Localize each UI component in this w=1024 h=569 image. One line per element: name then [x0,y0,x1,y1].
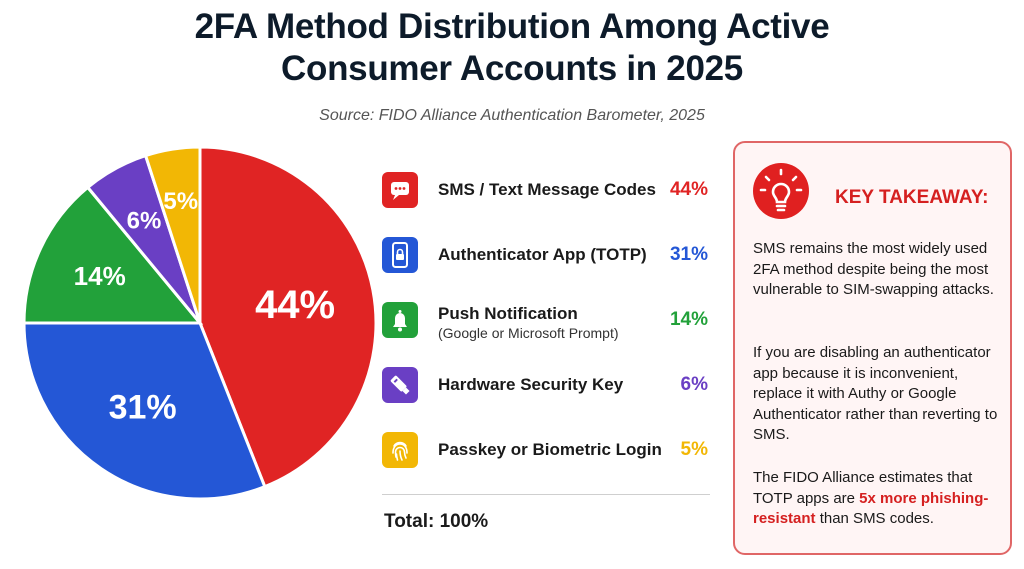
legend-label: Hardware Security Key [438,375,624,394]
takeaway-p3-highlight: 5x more phishing-resistant [753,489,989,528]
legend-item: Hardware Security Key 6% [382,363,712,407]
pie-slice-label-2: 31% [109,388,177,426]
pie-slice-label-3: 14% [74,261,126,291]
takeaway-paragraph-3: The FIDO Alliance estimates that TOTP ap… [753,468,1003,530]
chart-title-line2: Consumer Accounts in 2025 [281,49,743,88]
legend-percentage: 6% [680,374,708,395]
pie-slice-label-4: 6% [127,208,162,235]
pie-slice-2 [22,321,267,501]
legend-item: SMS / Text Message Codes 44% [382,168,712,212]
legend-label: Authenticator App (TOTP) [438,245,647,264]
pie-slice-label-5: 5% [163,188,198,215]
takeaway-p3-after: than SMS codes. [815,510,934,527]
fingerprint-icon [382,432,418,468]
legend-divider [382,494,710,495]
key-takeaway-heading: KEY TAKEAWAY: [835,187,989,208]
legend-label: Push Notification [438,304,578,323]
pie-slice-5 [143,145,202,324]
phone-lock-icon [382,237,418,273]
legend-item: Passkey or Biometric Login 5% [382,428,712,472]
pie-slice-label-1: 44% [255,283,335,327]
legend-percentage: 14% [669,309,708,330]
legend-sublabel: (Google or Microsoft Prompt) [438,325,619,341]
chart-subtitle: Source: FIDO Alliance Authentication Bar… [319,107,705,124]
total-label: Total: 100% [384,511,489,532]
takeaway-paragraph-1: SMS remains the most widely used 2FA met… [753,240,994,298]
legend-percentage: 31% [669,244,708,265]
bell-icon [382,302,418,338]
legend-item: Push Notification (Google or Microsoft Pr… [382,298,712,342]
legend-item: Authenticator App (TOTP) 31% [382,233,712,277]
legend-percentage: 44% [669,179,708,200]
legend-label: SMS / Text Message Codes [438,180,656,199]
pie-slice-3 [22,185,204,325]
pie-slice-1 [198,145,378,489]
legend-percentage: 5% [680,439,708,460]
legend-label: Passkey or Biometric Login [438,440,662,459]
lightbulb-icon [753,163,809,219]
takeaway-paragraph-2: If you are disabling an authenticator ap… [753,344,998,443]
chart-title: 2FA Method Distribution Among Active Con… [0,6,1024,90]
chart-title-line1: 2FA Method Distribution Among Active [194,7,830,46]
takeaway-p3-before: The FIDO Alliance estimates that TOTP ap… [753,469,973,507]
usb-key-icon [382,367,418,403]
message-icon [382,172,418,208]
pie-chart: 44% 31% 14%6%5% [22,145,378,501]
key-takeaway-panel: KEY TAKEAWAY: SMS remains the most widel… [733,141,1012,555]
